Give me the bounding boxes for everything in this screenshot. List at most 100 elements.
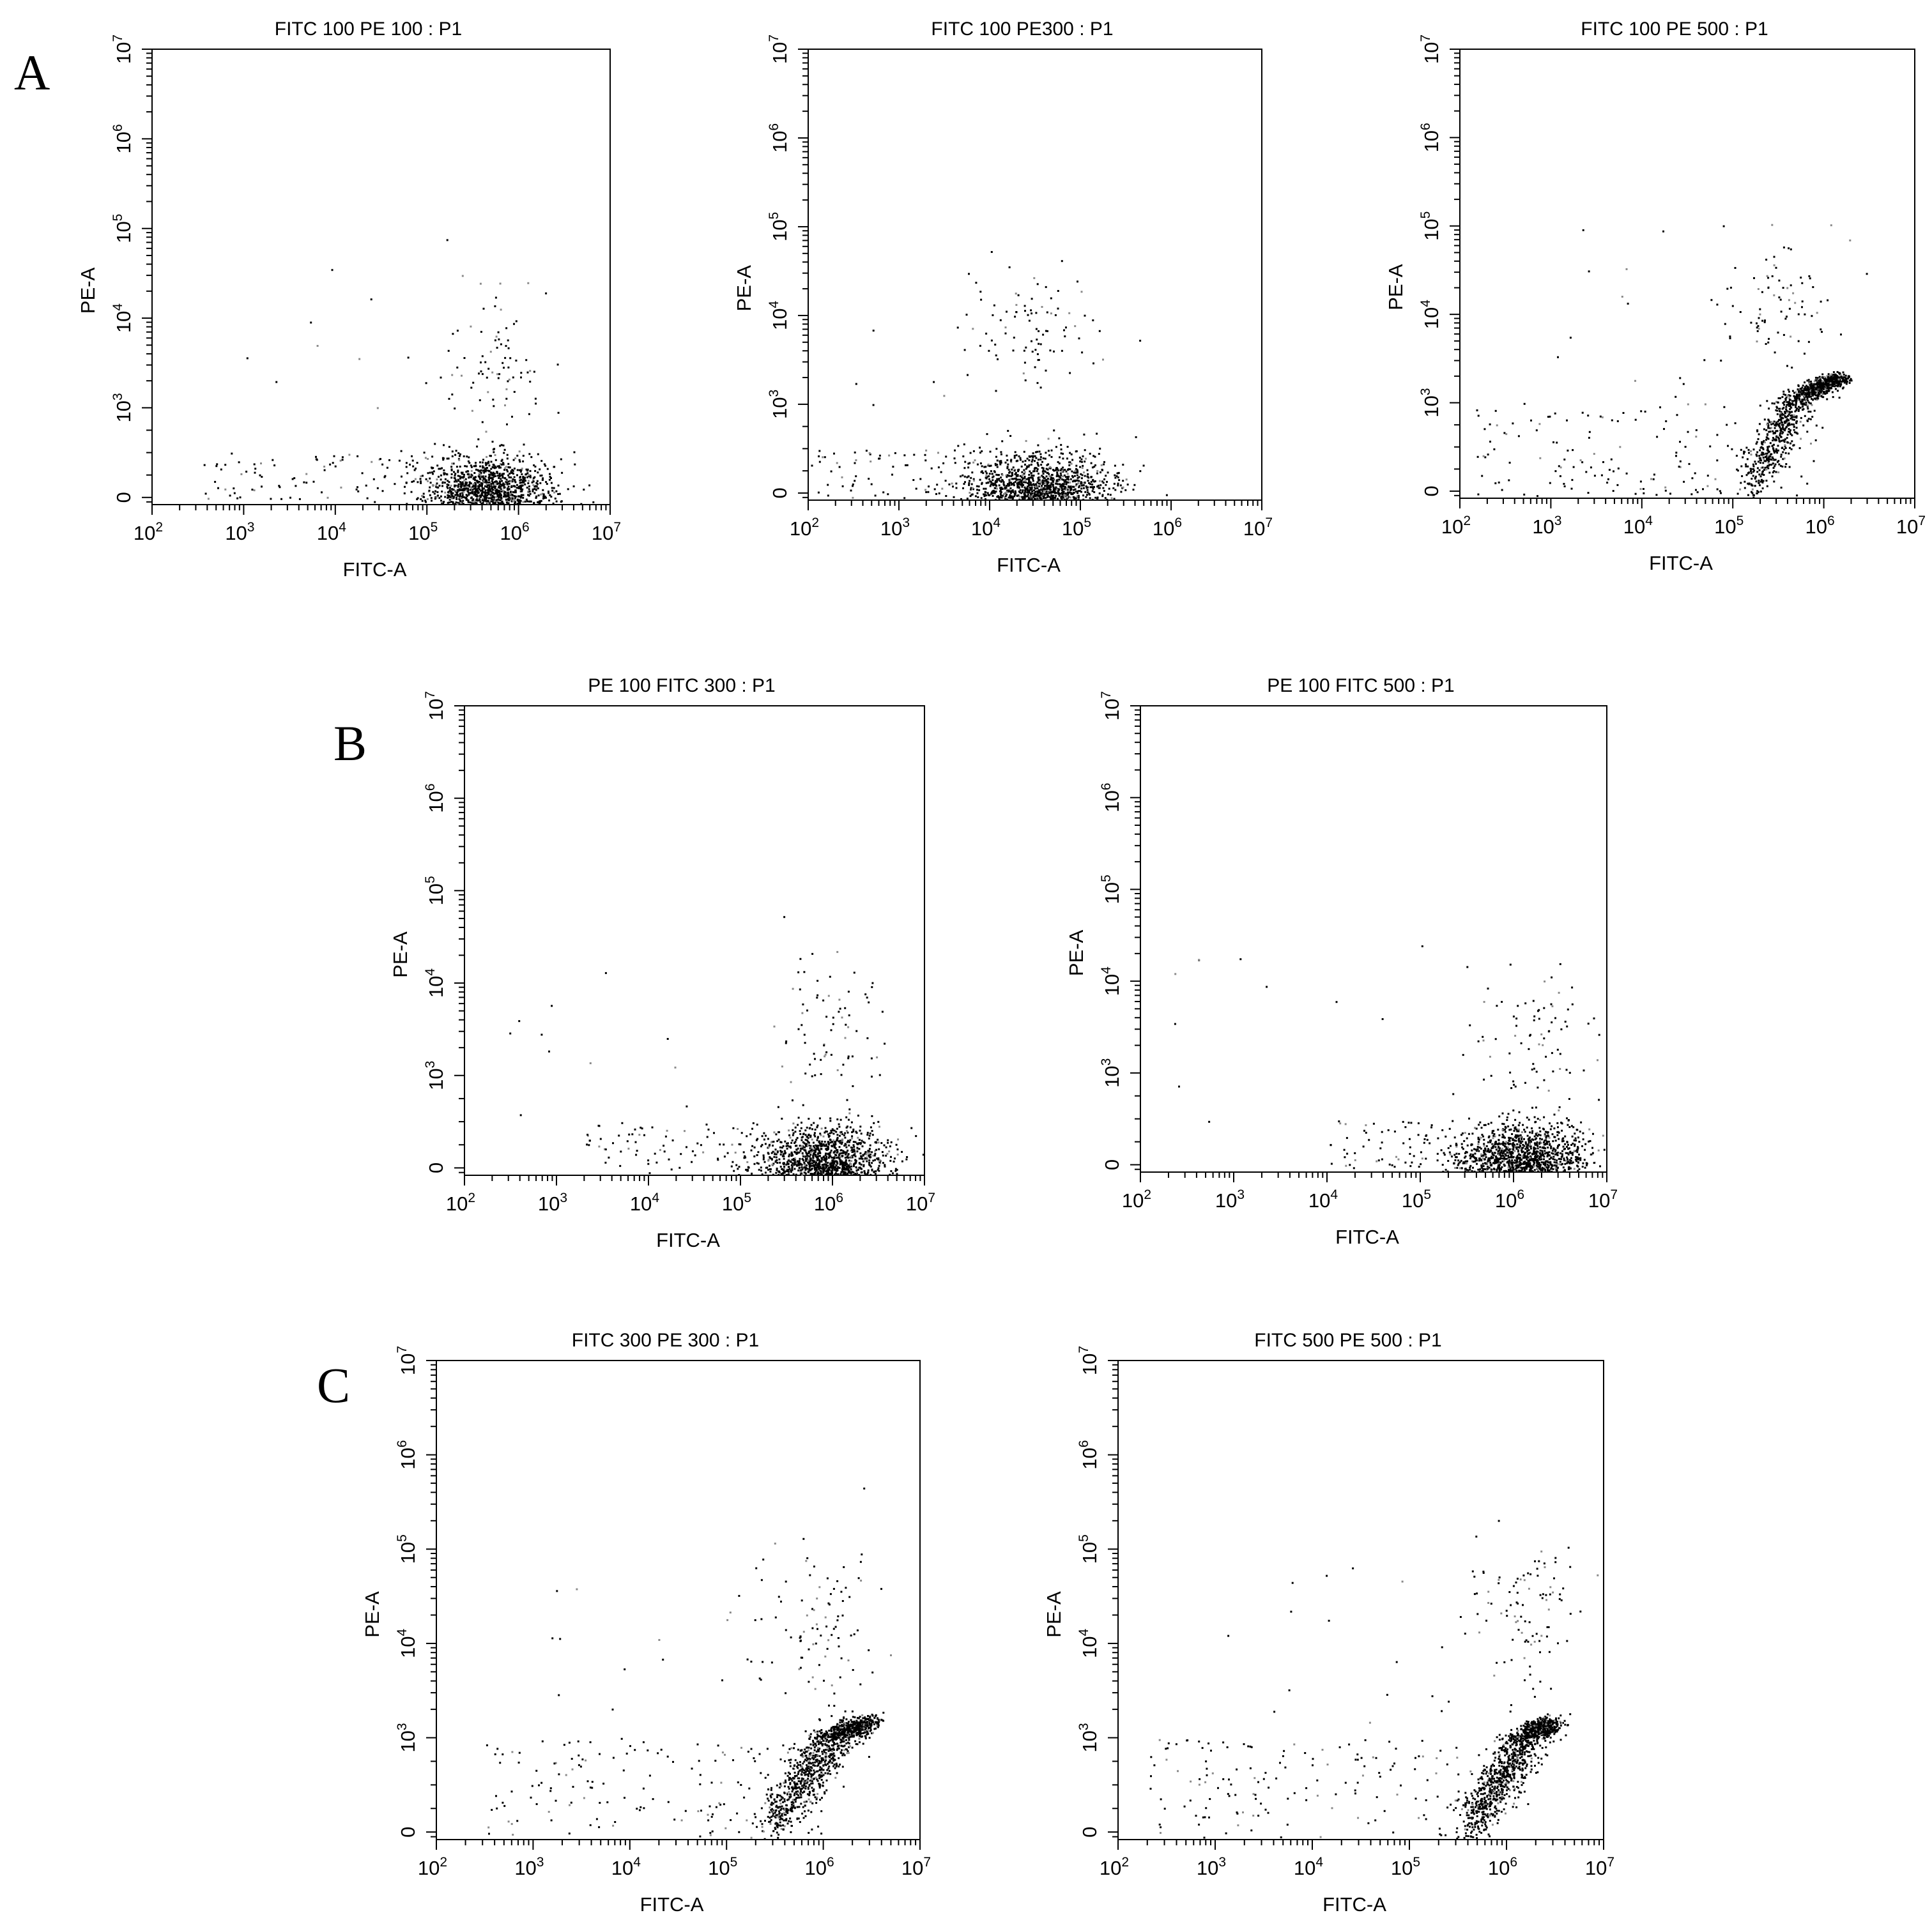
event-dot bbox=[1662, 230, 1664, 233]
event-dot bbox=[459, 501, 462, 504]
event-dot bbox=[511, 469, 514, 471]
event-dot bbox=[1089, 452, 1091, 455]
event-dot bbox=[1070, 453, 1073, 455]
event-dot bbox=[1777, 423, 1780, 425]
event-dot bbox=[991, 491, 993, 494]
event-dot bbox=[979, 291, 982, 293]
event-dot bbox=[1063, 487, 1066, 490]
event-dot bbox=[1038, 491, 1041, 493]
event-dot bbox=[1062, 483, 1065, 485]
event-dot bbox=[259, 474, 261, 477]
event-dot bbox=[1001, 440, 1004, 443]
event-dot bbox=[1077, 496, 1080, 499]
event-dot bbox=[1793, 431, 1796, 434]
event-dot bbox=[922, 1154, 924, 1156]
event-dot bbox=[844, 1164, 846, 1166]
event-dot bbox=[862, 1160, 864, 1163]
event-dot bbox=[1781, 423, 1783, 426]
tick-base: 10 bbox=[1243, 517, 1265, 540]
tick-exponent: 6 bbox=[1418, 123, 1433, 130]
event-dot bbox=[1729, 286, 1732, 289]
event-dot bbox=[1801, 393, 1804, 396]
event-dot bbox=[814, 1150, 816, 1152]
event-dot bbox=[1813, 397, 1816, 400]
event-dot bbox=[1802, 390, 1805, 392]
event-dot bbox=[1827, 384, 1829, 386]
event-dot bbox=[1803, 402, 1805, 405]
event-dot bbox=[533, 464, 535, 466]
event-dot bbox=[1018, 485, 1021, 487]
event-dot bbox=[1766, 457, 1768, 459]
event-dot bbox=[506, 423, 508, 425]
event-dot bbox=[1055, 482, 1058, 484]
event-dot bbox=[1767, 467, 1770, 469]
event-dot bbox=[1793, 429, 1795, 431]
event-dot bbox=[1768, 445, 1770, 448]
event-dot bbox=[1607, 478, 1609, 480]
event-dot bbox=[1767, 287, 1770, 289]
event-dot bbox=[555, 490, 558, 492]
event-dot bbox=[1759, 308, 1761, 310]
event-dot bbox=[1740, 482, 1742, 484]
event-dot bbox=[542, 498, 544, 499]
event-dot bbox=[1777, 424, 1780, 427]
event-dot bbox=[817, 1145, 820, 1147]
event-dot bbox=[968, 484, 970, 486]
event-dot bbox=[1797, 395, 1799, 397]
event-dot bbox=[1006, 491, 1008, 493]
event-dot bbox=[494, 483, 497, 485]
event-dot bbox=[443, 444, 445, 446]
event-dot bbox=[874, 1159, 877, 1161]
event-dot bbox=[503, 452, 505, 454]
event-dot bbox=[820, 1134, 822, 1136]
event-dot bbox=[791, 1166, 793, 1168]
event-dot bbox=[463, 489, 466, 491]
event-dot bbox=[985, 494, 987, 496]
event-dot bbox=[1839, 385, 1841, 388]
event-dot bbox=[986, 476, 988, 478]
event-dot bbox=[489, 502, 491, 505]
event-dot bbox=[484, 489, 487, 492]
event-dot bbox=[1606, 482, 1609, 484]
event-dot bbox=[1716, 459, 1719, 462]
event-dot bbox=[470, 386, 473, 389]
event-dot bbox=[1763, 469, 1765, 471]
event-dot bbox=[1809, 390, 1811, 393]
event-dot bbox=[839, 1141, 841, 1144]
event-dot bbox=[388, 459, 390, 461]
event-dot bbox=[930, 467, 933, 469]
event-dot bbox=[1750, 470, 1752, 472]
event-dot bbox=[522, 460, 525, 462]
event-dot bbox=[1061, 487, 1063, 489]
event-dot bbox=[1018, 455, 1020, 457]
event-dot bbox=[1740, 448, 1742, 451]
event-dot bbox=[442, 459, 445, 461]
event-dot bbox=[1082, 484, 1084, 487]
event-dot bbox=[753, 1163, 756, 1165]
event-dot bbox=[1036, 496, 1038, 498]
event-dot bbox=[1841, 377, 1843, 379]
event-dot bbox=[1009, 435, 1012, 437]
event-dot bbox=[1610, 458, 1613, 461]
event-dot bbox=[787, 1173, 790, 1175]
event-dot bbox=[1057, 469, 1059, 471]
event-dot bbox=[1844, 377, 1847, 379]
event-dot bbox=[836, 462, 838, 464]
event-dot bbox=[1587, 492, 1590, 494]
event-dot bbox=[1763, 428, 1765, 431]
x-axis-label: FITC-A bbox=[997, 554, 1061, 576]
event-dot bbox=[493, 451, 495, 454]
event-dot bbox=[440, 495, 442, 498]
event-dot bbox=[1101, 480, 1103, 483]
event-dot bbox=[1748, 452, 1750, 454]
event-dot bbox=[1097, 484, 1100, 487]
event-dot bbox=[1114, 474, 1116, 477]
event-dot bbox=[500, 491, 503, 492]
event-dot bbox=[776, 1159, 778, 1161]
event-dot bbox=[365, 484, 367, 487]
event-dot bbox=[1779, 422, 1781, 425]
event-dot bbox=[1100, 484, 1102, 487]
event-dot bbox=[1002, 481, 1005, 484]
event-dot bbox=[326, 496, 329, 499]
event-dot bbox=[1805, 392, 1807, 395]
